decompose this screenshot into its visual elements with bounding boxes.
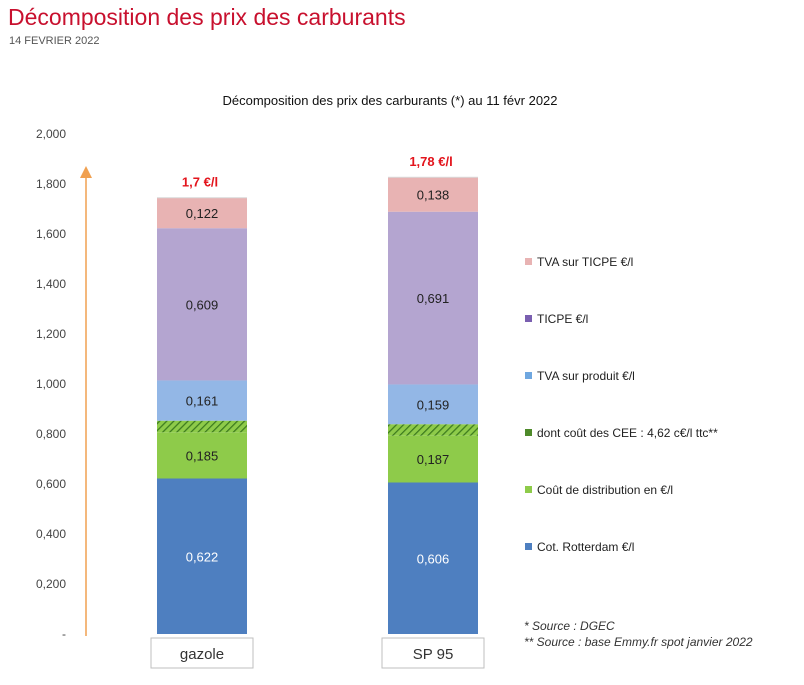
- bar-segment: [157, 420, 247, 433]
- bar-segment: [157, 197, 247, 229]
- legend-swatch: [525, 258, 532, 265]
- legend-swatch: [525, 315, 532, 322]
- bar-segment-label: 0,185: [186, 448, 219, 463]
- bar-segment: [388, 211, 478, 385]
- y-tick-label: -: [62, 627, 66, 641]
- page-title: Décomposition des prix des carburants: [8, 4, 406, 30]
- bar-total-label: 1,7 €/l: [182, 175, 218, 190]
- y-tick-label: 1,000: [36, 377, 66, 391]
- bar-segment-label: 0,122: [186, 206, 219, 221]
- bar-segment: [388, 482, 478, 634]
- legend-label: Cot. Rotterdam €/l: [537, 540, 634, 554]
- bar-segment-label: 0,609: [186, 297, 219, 312]
- y-tick-label: 1,800: [36, 177, 66, 191]
- source-note: * Source : DGEC: [524, 619, 615, 633]
- bar-segment: [388, 435, 478, 483]
- category-label-box: [381, 637, 485, 669]
- bar-segment: [388, 424, 478, 436]
- source-note: ** Source : base Emmy.fr spot janvier 20…: [524, 635, 753, 649]
- legend-label: TICPE €/l: [537, 312, 588, 326]
- y-tick-label: 1,400: [36, 277, 66, 291]
- bar-total-label: 1,78 €/l: [409, 154, 452, 169]
- category-label: gazole: [180, 646, 224, 663]
- bar-segment: [388, 177, 478, 212]
- y-tick-label: 0,800: [36, 427, 66, 441]
- y-tick-label: 0,400: [36, 527, 66, 541]
- y-tick-label: 0,600: [36, 477, 66, 491]
- bar-segment: [157, 432, 247, 479]
- bar-segment-label: 0,606: [417, 551, 450, 566]
- chart-title: Décomposition des prix des carburants (*…: [222, 93, 557, 108]
- bar-segment: [157, 478, 247, 634]
- legend-swatch: [525, 372, 532, 379]
- bar-segment-label: 0,187: [417, 452, 450, 467]
- bar-segment-label: 0,622: [186, 549, 219, 564]
- legend-label: TVA sur produit €/l: [537, 369, 635, 383]
- bar-segment: [388, 384, 478, 425]
- bar-segment: [157, 228, 247, 381]
- y-axis-arrow-head: [80, 166, 92, 178]
- y-tick-label: 0,200: [36, 577, 66, 591]
- legend-swatch: [525, 543, 532, 550]
- legend-label: TVA sur TICPE €/l: [537, 255, 633, 269]
- page-date: 14 FEVRIER 2022: [9, 35, 100, 47]
- bars: 0,622 0,185 0,161 0,609 0,122 1,7 €/l gazole 0,…: [150, 154, 485, 669]
- legend-swatch: [525, 486, 532, 493]
- legend: TVA sur TICPE €/l TICPE €/l TVA sur produi…: [525, 255, 718, 554]
- bar-segment: [157, 380, 247, 421]
- y-tick-label: 1,600: [36, 227, 66, 241]
- category-label-box: [150, 637, 254, 669]
- legend-swatch: [525, 429, 532, 436]
- source-notes: * Source : DGEC ** Source : base Emmy.fr …: [524, 619, 753, 649]
- bar-segment-label: 0,691: [417, 291, 450, 306]
- legend-label: Coût de distribution en €/l: [537, 483, 673, 497]
- y-tick-label: 1,200: [36, 327, 66, 341]
- bar-segment-label: 0,159: [417, 397, 450, 412]
- legend-label: dont coût des CEE : 4,62 c€/l ttc**: [537, 426, 718, 440]
- y-axis: - 0,200 0,400 0,600 0,800 1,000 1,200 1,400 1,60…: [36, 127, 92, 641]
- bar-segment-label: 0,138: [417, 187, 450, 202]
- category-label: SP 95: [413, 646, 454, 663]
- bar-segment-label: 0,161: [186, 394, 219, 409]
- y-tick-label: 2,000: [36, 127, 66, 141]
